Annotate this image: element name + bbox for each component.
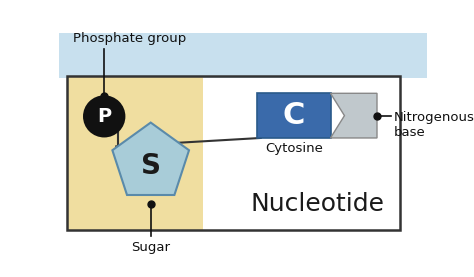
Bar: [257, 93, 330, 138]
Polygon shape: [330, 93, 377, 138]
Bar: [67, 76, 202, 230]
Bar: [67, 76, 400, 230]
Text: Cytosine: Cytosine: [265, 142, 323, 155]
Bar: [59, 33, 427, 78]
Text: Phosphate group: Phosphate group: [73, 32, 186, 45]
Circle shape: [84, 96, 124, 136]
Text: C: C: [283, 101, 305, 130]
Text: Nitrogenous
base: Nitrogenous base: [394, 111, 474, 139]
Text: S: S: [141, 152, 161, 180]
Polygon shape: [112, 122, 189, 195]
Text: Nucleotide: Nucleotide: [251, 192, 385, 216]
Text: P: P: [97, 107, 111, 126]
Text: Sugar: Sugar: [131, 241, 170, 254]
